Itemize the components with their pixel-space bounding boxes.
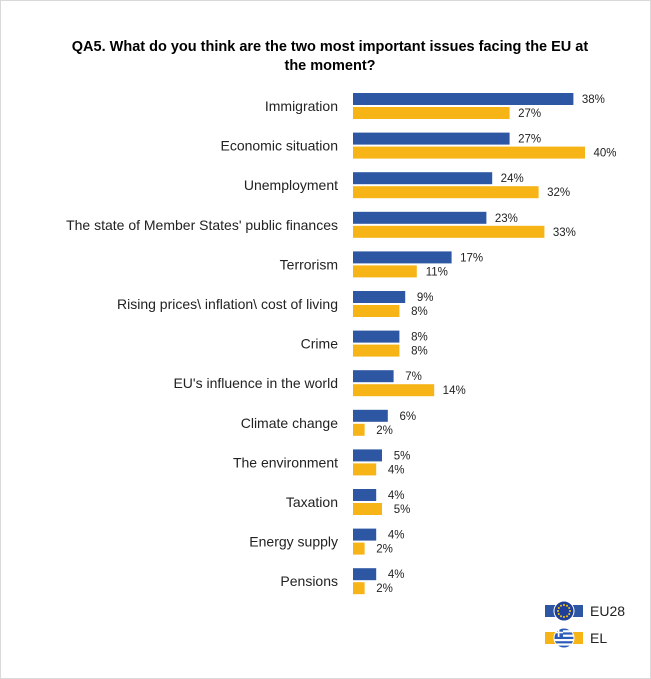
- legend-label: EL: [590, 630, 607, 646]
- category-label: Pensions: [280, 573, 338, 589]
- data-label: 27%: [518, 108, 541, 120]
- category-label: The environment: [233, 454, 338, 470]
- eu-flag-icon: [553, 600, 575, 622]
- bar-eu28: [353, 132, 510, 145]
- data-label: 27%: [518, 134, 541, 146]
- bar-eu28: [353, 93, 574, 105]
- bar-el: [353, 146, 585, 159]
- legend-item-el: EL: [545, 627, 607, 649]
- data-label: 17%: [460, 252, 483, 264]
- category-label: Climate change: [241, 415, 338, 431]
- bar-eu28: [353, 330, 400, 343]
- bar-el: [353, 344, 400, 357]
- bar-eu28: [353, 211, 487, 224]
- category-label: Economic situation: [220, 138, 338, 154]
- legend-item-eu28: EU28: [545, 600, 625, 622]
- data-label: 6%: [399, 411, 416, 423]
- bar-el: [353, 384, 435, 397]
- category-label: Crime: [301, 336, 339, 352]
- data-label: 4%: [388, 464, 405, 476]
- data-label: 24%: [501, 173, 524, 185]
- data-label: 23%: [495, 213, 518, 225]
- data-label: 2%: [376, 583, 393, 595]
- data-label: 11%: [426, 266, 448, 278]
- data-label: 4%: [388, 569, 405, 581]
- category-label: Rising prices\ inflation\ cost of living: [117, 296, 338, 312]
- bar-el: [353, 542, 365, 555]
- data-label: 4%: [388, 490, 405, 502]
- data-label: 5%: [394, 450, 411, 462]
- data-label: 5%: [394, 504, 411, 516]
- chart-title: QA5. What do you think are the two most …: [71, 39, 589, 74]
- category-label: EU's influence in the world: [173, 375, 338, 391]
- bar-el: [353, 582, 365, 595]
- bar-eu28: [353, 172, 493, 185]
- bar-eu28: [353, 449, 382, 462]
- bar-el: [353, 265, 417, 278]
- category-label: Energy supply: [249, 534, 338, 550]
- data-label: 14%: [443, 385, 466, 397]
- category-label: Terrorism: [280, 256, 338, 272]
- data-label: 2%: [376, 425, 393, 437]
- category-label: Taxation: [286, 494, 338, 510]
- data-label: 8%: [411, 332, 428, 344]
- category-label: Unemployment: [244, 177, 338, 193]
- bar-eu28: [353, 568, 377, 581]
- category-label: The state of Member States' public finan…: [66, 217, 338, 233]
- bar-eu28: [353, 528, 377, 541]
- bar-el: [353, 463, 377, 476]
- data-label: 8%: [411, 346, 428, 358]
- bar-el: [353, 107, 510, 119]
- bar-eu28: [353, 370, 394, 383]
- bar-eu28: [353, 489, 377, 501]
- data-label: 33%: [553, 227, 576, 239]
- bar-eu28: [353, 291, 406, 303]
- legend-label: EU28: [590, 603, 625, 619]
- data-label: 38%: [582, 94, 605, 106]
- data-label: 32%: [547, 187, 570, 199]
- data-label: 2%: [376, 544, 393, 556]
- bar-el: [353, 503, 382, 515]
- bar-el: [353, 225, 545, 238]
- data-label: 9%: [417, 292, 434, 304]
- data-label: 7%: [405, 371, 422, 383]
- category-label: Immigration: [265, 98, 338, 114]
- data-label: 4%: [388, 530, 405, 542]
- bar-eu28: [353, 409, 388, 422]
- data-label: 8%: [411, 306, 428, 318]
- bar-el: [353, 305, 400, 317]
- data-label: 40%: [593, 148, 616, 160]
- bar-eu28: [353, 251, 452, 264]
- greek-flag-icon: [553, 627, 575, 649]
- bar-el: [353, 423, 365, 436]
- bar-el: [353, 186, 539, 199]
